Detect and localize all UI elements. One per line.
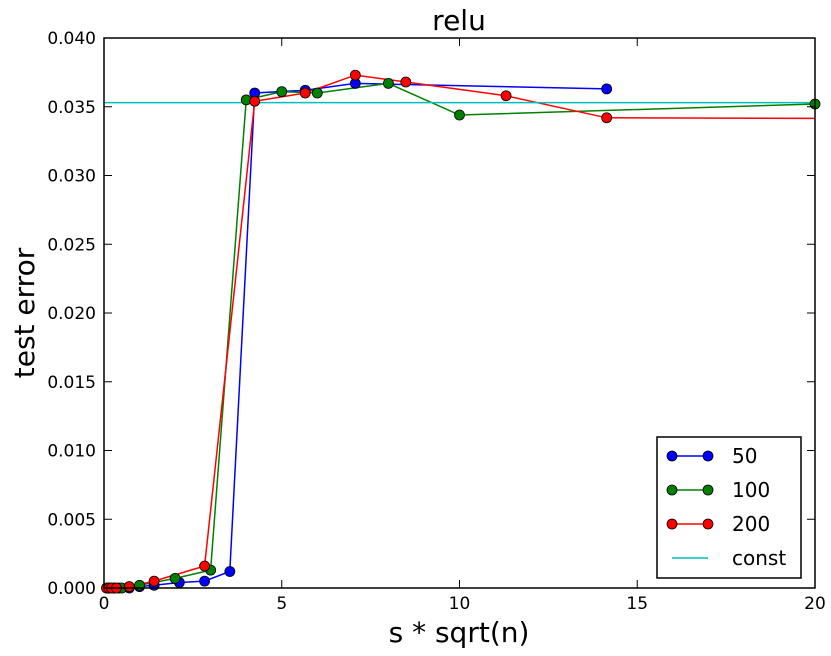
data-point-200 xyxy=(601,112,613,124)
y-axis-ticks: 0.000 0.005 0.010 0.015 0.020 0.025 0.030 0.035… xyxy=(47,29,815,599)
legend-label-200: 200 xyxy=(732,512,770,536)
legend-marker-50 xyxy=(666,450,678,462)
x-tick-label: 20 xyxy=(804,594,826,614)
data-point-50 xyxy=(224,566,236,577)
y-tick-label: 0.005 xyxy=(47,510,96,530)
data-point-200 xyxy=(500,90,512,102)
y-axis-label: test error xyxy=(8,247,41,378)
data-point-200 xyxy=(123,581,135,593)
legend-label-100: 100 xyxy=(732,478,770,502)
data-point-100 xyxy=(382,77,394,89)
data-point-50 xyxy=(199,575,211,587)
chart-title: relu xyxy=(432,4,486,37)
data-point-200 xyxy=(299,87,311,99)
series-line-200 xyxy=(106,74,815,588)
data-point-100 xyxy=(169,572,181,584)
y-tick-label: 0.030 xyxy=(47,167,96,187)
data-point-200 xyxy=(249,95,261,107)
legend-marker-100 xyxy=(702,484,714,496)
data-point-100 xyxy=(454,109,465,121)
x-axis-ticks: 0 5 10 15 20 xyxy=(99,38,826,614)
x-tick-label: 15 xyxy=(626,594,648,614)
legend-label-const: const xyxy=(732,546,786,570)
y-tick-label: 0.020 xyxy=(47,304,96,324)
y-tick-label: 0.015 xyxy=(47,373,96,393)
legend: 50 100 200 const xyxy=(656,436,802,579)
x-tick-label: 5 xyxy=(276,594,287,614)
data-point-100 xyxy=(311,87,323,99)
data-point-50 xyxy=(601,83,613,95)
x-tick-label: 0 xyxy=(99,594,110,614)
x-tick-label: 10 xyxy=(449,594,471,614)
data-point-200 xyxy=(199,560,211,572)
data-point-200 xyxy=(349,69,361,81)
legend-marker-100 xyxy=(666,484,678,496)
legend-marker-200 xyxy=(666,518,678,530)
legend-marker-50 xyxy=(702,450,714,462)
data-point-200 xyxy=(148,575,160,587)
legend-marker-200 xyxy=(702,518,714,530)
marker-layer xyxy=(101,69,821,594)
data-point-200 xyxy=(400,76,412,88)
legend-label-50: 50 xyxy=(732,444,757,468)
y-tick-label: 0.035 xyxy=(47,98,96,118)
y-tick-label: 0.010 xyxy=(47,442,96,462)
y-tick-label: 0.040 xyxy=(47,29,96,49)
data-point-100 xyxy=(276,86,288,98)
series-line-100 xyxy=(107,82,815,588)
y-tick-label: 0.000 xyxy=(47,579,96,599)
legend-box xyxy=(656,436,802,579)
x-axis-label: s * sqrt(n) xyxy=(389,616,530,649)
y-tick-label: 0.025 xyxy=(47,235,96,255)
